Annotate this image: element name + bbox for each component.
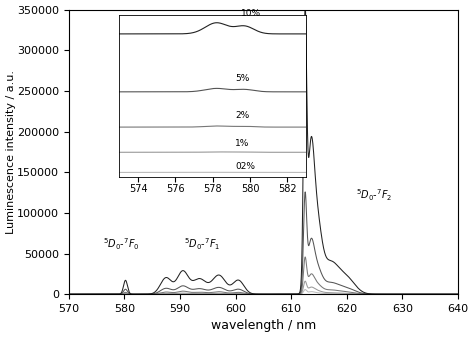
X-axis label: wavelength / nm: wavelength / nm [211,319,316,333]
Text: $^5D_0$-$^7F_1$: $^5D_0$-$^7F_1$ [184,236,220,252]
Text: $^5D_0$-$^7F_2$: $^5D_0$-$^7F_2$ [356,188,392,203]
Y-axis label: Luminescence intensity / a.u.: Luminescence intensity / a.u. [6,70,16,234]
Text: $^5D_0$-$^7F_0$: $^5D_0$-$^7F_0$ [103,236,140,252]
